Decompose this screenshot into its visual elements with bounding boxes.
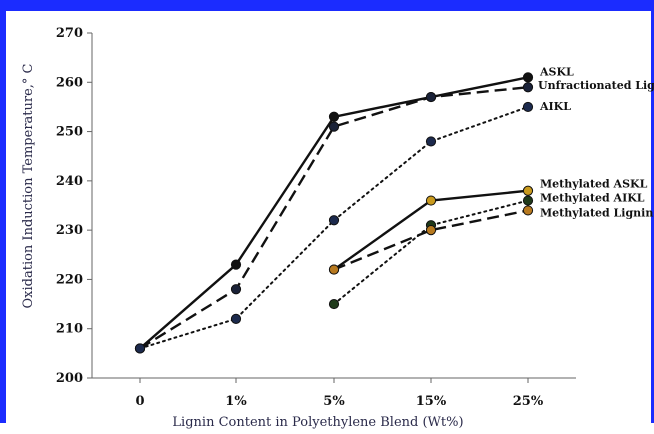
y-tick-label: 260: [56, 75, 83, 90]
data-point: [522, 101, 534, 113]
series-line-4: [333, 199, 529, 306]
series-label: Methylated Lignin: [540, 206, 653, 219]
axes: 200 210 220 230 240 250 260 270 0 1% 5% 15% 25%: [56, 26, 576, 409]
series-label: Unfractionated Lignin: [538, 79, 654, 92]
series-points: [134, 72, 534, 354]
data-point: [230, 284, 242, 295]
y-tick-label: 200: [56, 371, 83, 386]
data-point: [425, 195, 437, 206]
x-tick-label: 5%: [323, 394, 345, 409]
x-tick-label: 25%: [513, 394, 544, 409]
x-tick-label: 0: [135, 394, 144, 409]
series-label: Methylated AIKL: [540, 192, 645, 205]
y-tick-label: 220: [56, 272, 83, 287]
data-point: [134, 343, 146, 354]
data-point: [522, 185, 534, 196]
data-point: [425, 225, 437, 236]
series-line-5: [333, 209, 529, 271]
series-line-1: [139, 86, 529, 350]
x-tick-label: 15%: [416, 394, 447, 409]
y-tick-label: 210: [56, 322, 83, 337]
data-point: [522, 82, 534, 93]
line-chart: 200 210 220 230 240 250 260 270 0 1% 5% 15% 25% ASKL…: [21, 26, 654, 430]
y-tick-label: 270: [56, 26, 83, 41]
y-tick-label: 240: [56, 174, 83, 189]
y-tick-label: 250: [56, 125, 83, 140]
data-point: [425, 136, 437, 147]
series-label: ASKL: [539, 65, 574, 78]
data-point: [522, 72, 534, 83]
x-tick-label: 1%: [225, 394, 247, 409]
data-point: [328, 298, 340, 310]
data-point: [230, 313, 242, 324]
data-point: [328, 264, 340, 275]
data-point: [522, 195, 534, 206]
series-label: Methylated ASKL: [540, 178, 648, 191]
series-line-2: [139, 105, 529, 350]
y-tick-label: 230: [56, 223, 83, 238]
data-point: [328, 121, 340, 132]
data-point: [328, 111, 340, 122]
data-point: [230, 259, 242, 270]
data-point: [328, 215, 340, 226]
series-label: AIKL: [539, 100, 571, 113]
y-axis-title: Oxidation Induction Temperature,° C: [21, 63, 36, 308]
data-point: [522, 205, 534, 216]
data-point: [425, 91, 437, 103]
